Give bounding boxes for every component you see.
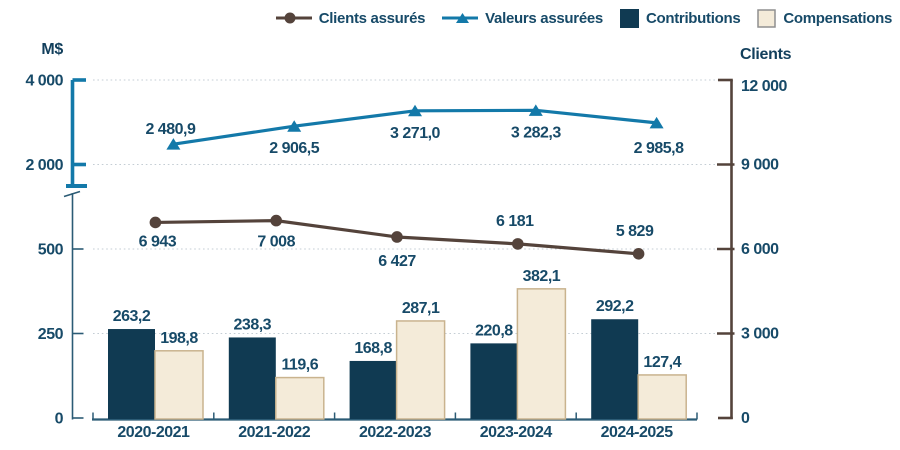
- circle-marker: [149, 216, 162, 229]
- bar-contributions: [591, 319, 639, 419]
- legend-dot-clients: [284, 12, 296, 24]
- line-value-label: 2 985,8: [634, 140, 684, 157]
- right-axis-tick-label: 9 000: [741, 157, 779, 174]
- left-axis-tick-label: 2 000: [25, 157, 63, 174]
- line-value-label: 7 008: [257, 234, 295, 251]
- bar-value-label: 382,1: [523, 268, 561, 285]
- bar-compensations: [395, 320, 446, 420]
- legend-item-compensations: Compensations: [757, 8, 892, 28]
- bar-contributions: [228, 337, 276, 419]
- left-axis-tick-label: 4 000: [25, 73, 63, 90]
- bar-compensations: [275, 376, 325, 420]
- triangle-marker: [166, 138, 181, 150]
- triangle-marker: [528, 104, 543, 116]
- x-axis-label: 2020-2021: [117, 424, 190, 441]
- legend-item-clients-assures: Clients assurés: [275, 9, 426, 27]
- axis-break-mark: [63, 190, 81, 198]
- right-axis-tick-label: 3 000: [741, 326, 779, 343]
- legend-label-clients-assures: Clients assurés: [318, 9, 426, 27]
- legend-item-valeurs-assurees: Valeurs assurées: [442, 10, 603, 27]
- bar-contributions: [108, 329, 155, 419]
- x-axis-label: 2022-2023: [359, 424, 432, 441]
- legend-triangle-valeurs: [456, 13, 470, 23]
- legend-label-contributions: Contributions: [645, 9, 741, 27]
- bar-value-label: 220,8: [475, 322, 513, 339]
- x-axis-label: 2023-2024: [480, 424, 553, 441]
- chart-legend: Clients assurés Valeurs assurées Contrib…: [275, 6, 892, 30]
- legend-label-compensations: Compensations: [783, 9, 892, 27]
- bar-contributions: [470, 343, 518, 419]
- triangle-line-marker-icon: [442, 13, 479, 23]
- bar-value-label: 287,1: [402, 300, 440, 317]
- legend-label-valeurs-assurees: Valeurs assurées: [485, 9, 603, 27]
- bar-compensations: [516, 288, 567, 420]
- x-axis-label: 2021-2022: [238, 424, 311, 441]
- left-axis-tick-label: 0: [55, 411, 64, 428]
- triangle-marker: [408, 104, 422, 117]
- line-value-label: 6 427: [378, 253, 416, 270]
- navy-square-swatch-icon: [619, 8, 639, 28]
- line-value-label: 6 943: [139, 233, 177, 250]
- bar-value-label: 198,8: [160, 330, 198, 347]
- triangle-marker: [649, 116, 664, 129]
- right-axis-tick-label: 6 000: [741, 241, 779, 258]
- x-axis-label: 2024-2025: [601, 424, 674, 441]
- line-value-label: 3 271,0: [390, 125, 440, 142]
- bar-value-label: 127,4: [643, 354, 681, 371]
- bar-value-label: 119,6: [281, 357, 318, 374]
- left-axis-title: M$: [41, 41, 63, 58]
- circle-line-marker-icon: [275, 12, 312, 24]
- circle-marker: [632, 248, 645, 260]
- bar-value-label: 168,8: [354, 340, 392, 357]
- circle-marker: [391, 231, 403, 243]
- right-axis-tick-label: 0: [741, 410, 750, 427]
- right-axis-title: Clients: [740, 46, 792, 63]
- bar-compensations: [154, 350, 204, 420]
- bar-value-label: 292,2: [596, 298, 634, 315]
- legend-item-contributions: Contributions: [619, 8, 741, 28]
- bar-value-label: 238,3: [234, 316, 272, 333]
- line-value-label: 6 181: [496, 213, 534, 230]
- bar-contributions: [349, 360, 397, 419]
- bar-compensations: [637, 374, 687, 420]
- line-value-label: 2 480,9: [145, 121, 195, 138]
- left-axis-tick-label: 500: [38, 242, 64, 259]
- line-value-label: 3 282,3: [511, 124, 561, 141]
- bar-value-label: 263,2: [113, 308, 151, 325]
- line-value-label: 5 829: [616, 223, 654, 240]
- triangle-marker: [287, 120, 302, 132]
- line-value-label: 2 906,5: [269, 140, 319, 157]
- right-axis-tick-label: 12 000: [741, 78, 788, 95]
- cream-square-swatch-icon: [757, 8, 777, 28]
- circle-marker: [270, 214, 283, 227]
- legend-swatch-contributions: [619, 8, 639, 28]
- left-axis-tick-label: 250: [38, 326, 64, 343]
- circle-marker: [512, 238, 524, 250]
- legend-swatch-compensations: [757, 8, 777, 28]
